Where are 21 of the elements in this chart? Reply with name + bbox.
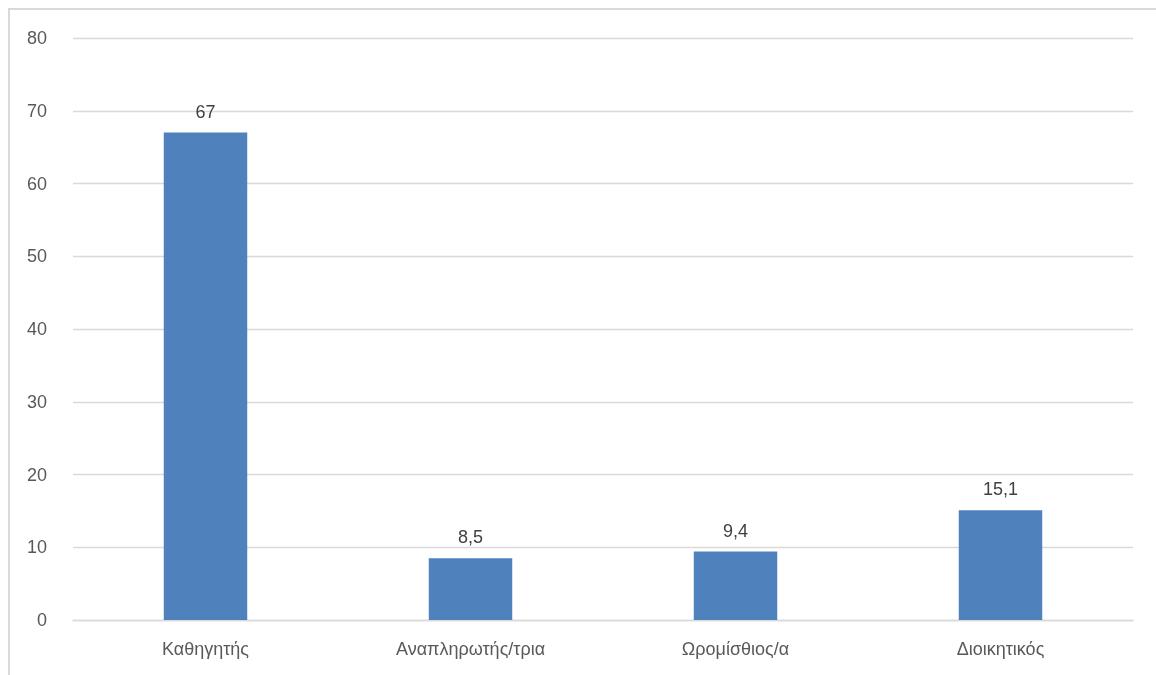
x-tick-label: Αναπληρωτής/τρια [395,639,546,659]
y-tick-label: 30 [26,391,47,412]
bar [693,551,778,620]
y-tick-label: 50 [26,246,47,267]
y-tick-label: 0 [36,610,47,630]
x-tick-label: Ωρομίσθιος/α [681,639,790,659]
data-label: 67 [195,101,216,122]
x-tick-label: Καθηγητής [161,639,250,659]
y-tick-label: 10 [26,537,47,558]
bar [163,132,248,620]
bar [958,510,1043,620]
data-label: 9,4 [722,520,749,541]
y-tick-label: 40 [26,319,47,339]
bar [428,558,513,620]
y-tick-label: 20 [26,464,47,485]
x-tick-label: Διοικητικός [956,639,1045,659]
y-tick-label: 60 [26,173,47,194]
data-label: 15,1 [982,479,1019,500]
y-tick-label: 80 [26,28,47,48]
y-tick-label: 70 [26,100,47,121]
data-label: 8,5 [457,527,484,548]
